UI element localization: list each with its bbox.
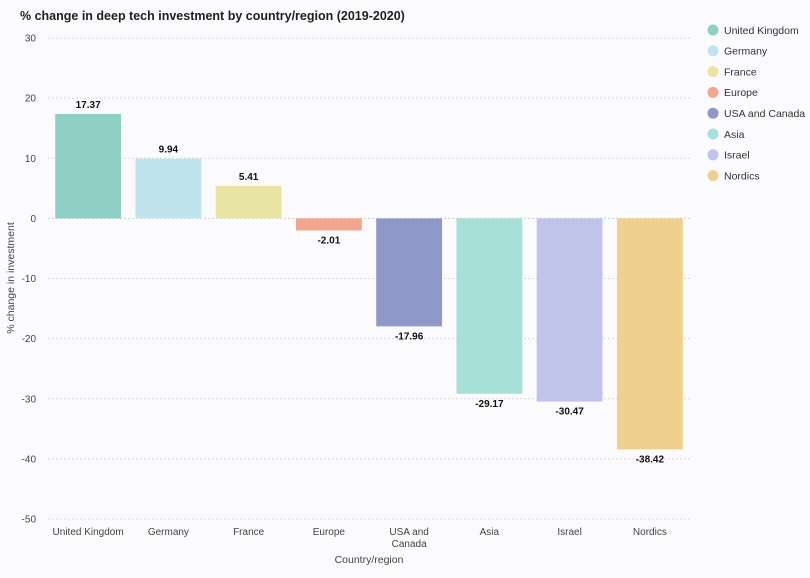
legend-item-france[interactable]: France <box>707 66 757 78</box>
legend-item-israel[interactable]: Israel <box>707 149 750 162</box>
x-tick-label: Israel <box>557 527 581 538</box>
bar-united-kingdom[interactable] <box>55 113 122 219</box>
legend-item-europe[interactable]: Europe <box>707 86 759 99</box>
legend-label: Nordics <box>724 170 760 182</box>
y-tick-label: 10 <box>25 154 37 165</box>
x-tick-label: France <box>233 527 265 538</box>
chart-title: % change in deep tech investment by coun… <box>20 9 405 23</box>
y-tick-label: -40 <box>22 454 37 465</box>
y-tick-label: -20 <box>22 334 37 345</box>
legend-item-united-kingdom[interactable]: United Kingdom <box>707 24 799 37</box>
bar-value-label: -2.01 <box>317 235 340 246</box>
legend-item-germany[interactable]: Germany <box>707 45 768 58</box>
x-tick-label: United Kingdom <box>53 527 124 538</box>
legend-label: Germany <box>724 46 768 58</box>
bar-europe[interactable] <box>295 218 362 231</box>
bar-germany[interactable] <box>135 158 202 219</box>
bar-value-label: 9.94 <box>159 145 179 156</box>
y-tick-label: -10 <box>22 274 37 285</box>
y-axis-label: % change in investment <box>5 222 17 334</box>
legend-label: Europe <box>724 87 758 99</box>
legend-item-usa-and-canada[interactable]: USA and Canada <box>707 107 806 120</box>
legend-label: Asia <box>724 129 745 141</box>
legend-label: France <box>724 66 757 78</box>
bar-france[interactable] <box>215 185 282 219</box>
x-tick-label: USA and Canada <box>389 527 428 550</box>
legend-swatch <box>707 45 719 57</box>
bar-israel[interactable] <box>536 218 603 402</box>
legend-label: Israel <box>724 150 750 162</box>
y-tick-label: 30 <box>25 34 37 45</box>
x-axis-label: Country/region <box>335 554 404 566</box>
legend-swatch <box>707 170 719 182</box>
legend-swatch <box>707 24 719 36</box>
y-tick-label: 0 <box>30 214 36 225</box>
legend: United Kingdom Germany France Europe USA and… <box>707 24 806 182</box>
bar-usa-and-canada[interactable] <box>376 218 443 327</box>
y-tick-label: 20 <box>25 94 37 105</box>
x-tick-label: Germany <box>148 527 189 538</box>
bar-value-label: -17.96 <box>395 331 424 342</box>
bar-value-label: -29.17 <box>475 399 504 410</box>
legend-swatch <box>707 128 719 140</box>
bar-value-label: 17.37 <box>76 100 101 111</box>
x-tick-label: Nordics <box>633 527 667 538</box>
legend-label: United Kingdom <box>724 25 799 37</box>
legend-swatch <box>707 66 719 78</box>
legend-item-asia[interactable]: Asia <box>707 128 745 141</box>
legend-swatch <box>707 107 719 119</box>
x-tick-label: Asia <box>480 527 500 538</box>
x-tick-label: Europe <box>313 527 346 538</box>
bar-asia[interactable] <box>456 218 523 394</box>
legend-item-nordics[interactable]: Nordics <box>707 170 760 182</box>
y-tick-label: -50 <box>22 515 37 526</box>
bar-value-label: 5.41 <box>239 172 259 183</box>
y-tick-label: -30 <box>22 394 37 405</box>
bar-value-label: -38.42 <box>636 454 665 465</box>
legend-label: USA and Canada <box>724 108 805 120</box>
legend-swatch <box>707 86 719 98</box>
legend-swatch <box>707 149 719 161</box>
bar-nordics[interactable] <box>616 218 683 450</box>
bar-value-label: -30.47 <box>555 407 584 418</box>
